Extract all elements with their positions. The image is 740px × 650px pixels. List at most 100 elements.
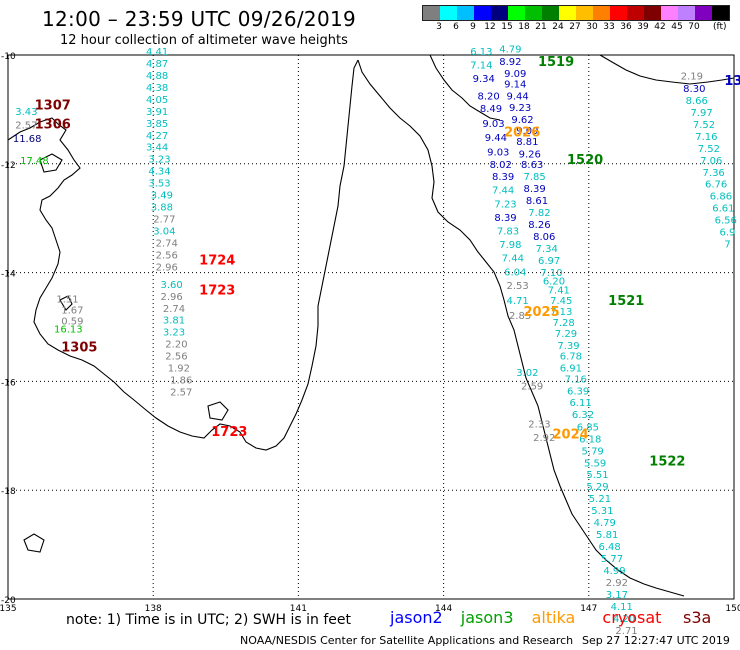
color-scale-tick: 12 — [484, 22, 496, 32]
swh-value: 4.79 — [499, 44, 521, 55]
swh-value: 5.77 — [601, 554, 623, 565]
swh-value: 7.41 — [548, 285, 570, 296]
legend-entry: jason3 — [460, 608, 514, 627]
track-id-label: 2025 — [523, 305, 559, 320]
swh-value: 4.38 — [146, 83, 168, 94]
color-scale-unit: (ft) — [713, 22, 727, 32]
color-scale-tick: 33 — [603, 22, 615, 32]
color-scale-tick: 27 — [569, 22, 581, 32]
swh-value: 7.98 — [499, 240, 521, 251]
track-id-label: 1520 — [567, 153, 603, 168]
swh-value: 8.39 — [494, 213, 516, 224]
footer-credit: NOAA/NESDIS Center for Satellite Applica… — [240, 634, 574, 647]
swh-value: 9.03 — [487, 148, 509, 159]
lat-tick-label: -12 — [1, 161, 16, 171]
swh-value: 8.06 — [533, 232, 555, 243]
swh-value: 7.28 — [553, 318, 575, 329]
swh-value: 3.49 — [151, 191, 173, 202]
swh-value: 3.43 — [15, 107, 37, 118]
small-island-path — [59, 295, 73, 311]
swh-value: 7.13 — [550, 307, 572, 318]
swh-value: 2.56 — [156, 250, 178, 261]
swh-value: 3.04 — [153, 227, 175, 238]
swh-value: 6.76 — [705, 180, 727, 191]
swh-value: 2.92 — [606, 578, 628, 589]
swh-value: 8.20 — [477, 92, 499, 103]
color-swatch — [610, 6, 627, 20]
swh-value: 2.20 — [165, 340, 187, 351]
swh-value: 2.96 — [156, 262, 178, 273]
track-id-label: 2026 — [504, 126, 540, 141]
footer-timestamp: Sep 27 12:27:47 UTC 2019 — [582, 634, 730, 647]
swh-value: 6.97 — [538, 256, 560, 267]
swh-value: 3.53 — [148, 179, 170, 190]
track-id-label: 1723 — [211, 425, 247, 440]
legend-entry: jason2 — [390, 608, 443, 627]
graticule — [7, 54, 735, 600]
swh-value: 4.41 — [146, 47, 168, 58]
swh-value: 7.52 — [698, 144, 720, 155]
swh-value: 7 — [724, 240, 730, 251]
swh-value: 3.23 — [163, 328, 185, 339]
color-swatch — [423, 6, 440, 20]
swh-value: 4.27 — [146, 131, 168, 142]
swh-value: 1.67 — [61, 305, 83, 316]
swh-value: 2.57 — [15, 120, 37, 131]
swh-value: 4.34 — [148, 167, 170, 178]
swh-value: 4.88 — [146, 71, 168, 82]
lat-tick-label: -10 — [1, 52, 16, 62]
lon-tick-label: 144 — [435, 604, 452, 614]
swh-value: 7.06 — [700, 156, 722, 167]
swh-value: 1.92 — [168, 364, 190, 375]
legend-entry: s3a — [683, 608, 712, 627]
swh-value: 3.91 — [146, 107, 168, 118]
color-scale-tick: 45 — [671, 22, 683, 32]
swh-value: 9.23 — [509, 103, 531, 114]
color-scale-tick: 36 — [620, 22, 632, 32]
swh-value: 7.34 — [536, 244, 558, 255]
swh-value: 6.11 — [569, 398, 591, 409]
swh-value: 4.99 — [603, 566, 625, 577]
lat-tick-label: -18 — [1, 487, 16, 497]
swh-value: 9.44 — [485, 133, 507, 144]
swh-value: 6.13 — [470, 47, 492, 58]
swh-value: 3.85 — [146, 119, 168, 130]
lat-tick-label: -16 — [1, 378, 16, 388]
lon-tick-label: 141 — [290, 604, 307, 614]
swh-value: 6.91 — [560, 364, 582, 375]
swh-value: 2.33 — [528, 420, 550, 431]
lon-tick-label: 147 — [580, 604, 597, 614]
swh-value: 8.30 — [683, 84, 705, 95]
track-id-label: 1519 — [538, 55, 574, 70]
swh-value: 5.59 — [584, 458, 606, 469]
swh-value: 6.61 — [712, 204, 734, 215]
color-swatch — [508, 6, 525, 20]
swh-value: 9.62 — [511, 115, 533, 126]
swh-value: 8.39 — [492, 172, 514, 183]
swh-value: 4.79 — [594, 518, 616, 529]
swh-value: 7.85 — [523, 172, 545, 183]
swh-value: 4.71 — [507, 296, 529, 307]
swh-value: 6.86 — [710, 192, 732, 203]
swh-value: 2.77 — [153, 215, 175, 226]
swh-value: 2.96 — [160, 292, 182, 303]
track-id-label: 2024 — [553, 428, 589, 443]
color-swatch — [525, 6, 542, 20]
swh-value: 7.44 — [492, 186, 514, 197]
swh-value: 9.34 — [473, 74, 495, 85]
swh-value: 7.16 — [695, 132, 717, 143]
swh-value: 8.63 — [521, 160, 543, 171]
swh-value: 6.9 — [719, 228, 735, 239]
swh-value: 7.52 — [693, 120, 715, 131]
swh-value: 8.81 — [516, 137, 538, 148]
track-id-label: 1339 — [724, 74, 740, 89]
swh-value: 5.51 — [586, 470, 608, 481]
swh-value: 7.23 — [494, 199, 516, 210]
swh-value: 7.97 — [690, 108, 712, 119]
swh-value: 5.29 — [586, 482, 608, 493]
map-subtitle: 12 hour collection of altimeter wave hei… — [60, 33, 348, 48]
swh-value: 3.23 — [148, 155, 170, 166]
swh-value: 11.68 — [13, 134, 42, 145]
